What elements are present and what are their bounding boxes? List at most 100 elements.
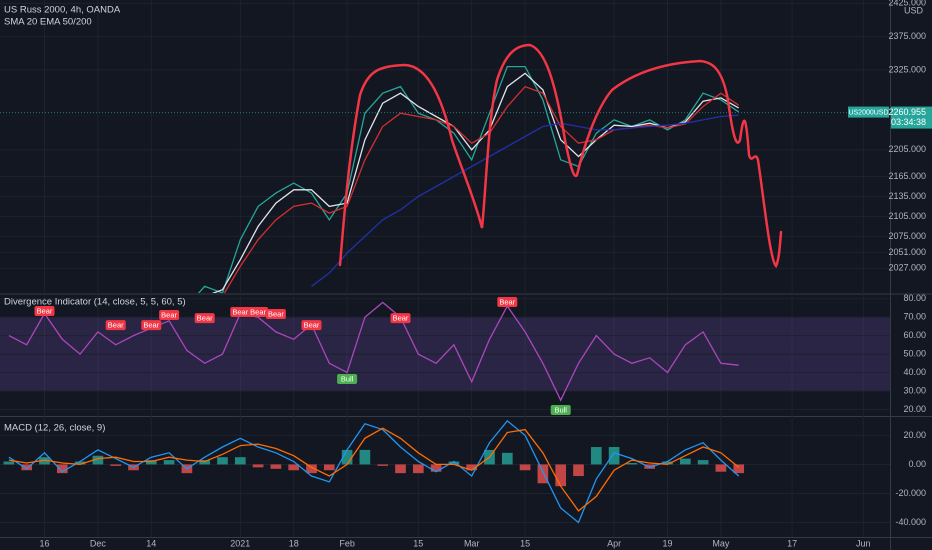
signal-label: Bear [304,321,320,330]
histogram-bar [608,447,620,465]
x-tick-label: Dec [90,538,107,548]
histogram-bar [430,464,442,472]
signal-marker [34,306,55,317]
histogram-bar [270,464,282,469]
y-tick-label: 2425.000 [888,0,926,8]
signal-marker [248,306,269,317]
x-tick-label: 15 [413,538,423,548]
y-tick-label: 30.00 [903,385,926,395]
x-tick-label: Apr [607,538,621,548]
pane-title: Divergence Indicator (14, close, 5, 5, 6… [4,297,186,308]
histogram-bar [733,464,745,474]
y-tick-label: 0.00 [908,459,926,469]
signal-marker [194,313,215,324]
histogram-bar [359,449,371,465]
histogram-bar [573,464,584,477]
signal-label: Bear [499,297,515,306]
countdown-label: 03:34:38 [891,117,926,127]
y-tick-label: -40.000 [895,517,926,527]
symbol-badge [848,106,889,118]
y-tick-label: 2105.000 [888,211,926,221]
histogram-bar [395,464,406,474]
y-tick-label: 2051.000 [888,247,926,257]
histogram-bar [199,460,211,465]
histogram-bar [412,464,424,474]
series-line [8,419,740,524]
histogram-bar [555,464,567,487]
histogram-bar [537,464,549,484]
signal-label: Bear [393,314,409,323]
signal-label: Bull [554,405,567,414]
histogram-bar [306,464,317,474]
histogram-bar [466,464,478,471]
signal-marker [497,297,518,308]
x-tick-label: 18 [289,538,299,548]
histogram-bar [377,464,389,466]
histogram-bar [679,458,691,465]
series-line [211,72,740,293]
histogram-bar [697,460,709,465]
histogram-bar [252,464,264,468]
x-tick-label: 2021 [230,538,250,548]
symbol-label: US2000USD [848,109,888,116]
signal-marker [230,306,251,317]
y-tick-label: 50.00 [903,348,926,358]
signal-marker [301,320,322,331]
histogram-bar [234,457,246,465]
signal-marker [265,309,286,320]
y-tick-label: 40.00 [903,367,926,377]
signal-marker [337,374,358,384]
y-tick-label: 80.00 [903,293,926,303]
y-tick-label: 2027.000 [888,263,926,273]
signal-marker [390,313,411,324]
histogram-bar [626,462,638,465]
histogram-bar [501,452,513,465]
signal-label: Bear [143,321,159,330]
histogram-bar [217,457,228,465]
pane-title: MACD (12, 26, close, 9) [4,423,105,434]
signal-marker [141,320,162,331]
y-tick-label: 2135.000 [888,191,926,201]
histogram-bar [92,455,104,465]
signal-label: Bull [341,374,354,383]
series-line [197,65,740,293]
histogram-bar [448,461,460,465]
histogram-bar [110,464,122,466]
x-tick-label: 19 [662,538,672,548]
x-tick-label: 14 [146,538,156,548]
histogram-bar [145,460,157,465]
y-tick-label: 20.00 [903,430,926,440]
series-line [311,114,739,287]
x-tick-label: Mar [464,538,480,548]
signal-label: Bear [197,314,213,323]
histogram-bar [39,457,50,465]
signal-label: Bear [268,309,284,318]
signal-label: Bear [161,310,177,319]
signal-marker [550,405,571,416]
y-tick-label: 2205.000 [888,144,926,154]
y-tick-label: 2075.000 [888,231,926,241]
signal-label: Bear [37,307,53,316]
histogram-bar [163,460,175,465]
drawing [338,43,783,269]
currency: USD [904,5,924,15]
histogram-bar [662,461,673,465]
histogram-bar [288,464,300,471]
histogram-bar [715,464,727,472]
pane [0,419,890,524]
histogram-bar [590,447,602,465]
x-tick-label: Feb [339,538,355,548]
y-tick-label: 70.00 [903,312,926,322]
signal-label: Bear [232,307,248,316]
x-tick-label: 17 [787,538,797,548]
price-badge [891,106,932,129]
histogram-bar [21,464,33,471]
chart-subtitle: SMA 20 EMA 50/200 [4,17,92,28]
chart-title: US Russ 2000, 4h, OANDA [4,5,121,16]
y-tick-label: 60.00 [903,330,926,340]
y-tick-label: -20.000 [895,488,926,498]
signal-label: Bear [108,321,124,330]
x-tick-label: 15 [520,538,530,548]
